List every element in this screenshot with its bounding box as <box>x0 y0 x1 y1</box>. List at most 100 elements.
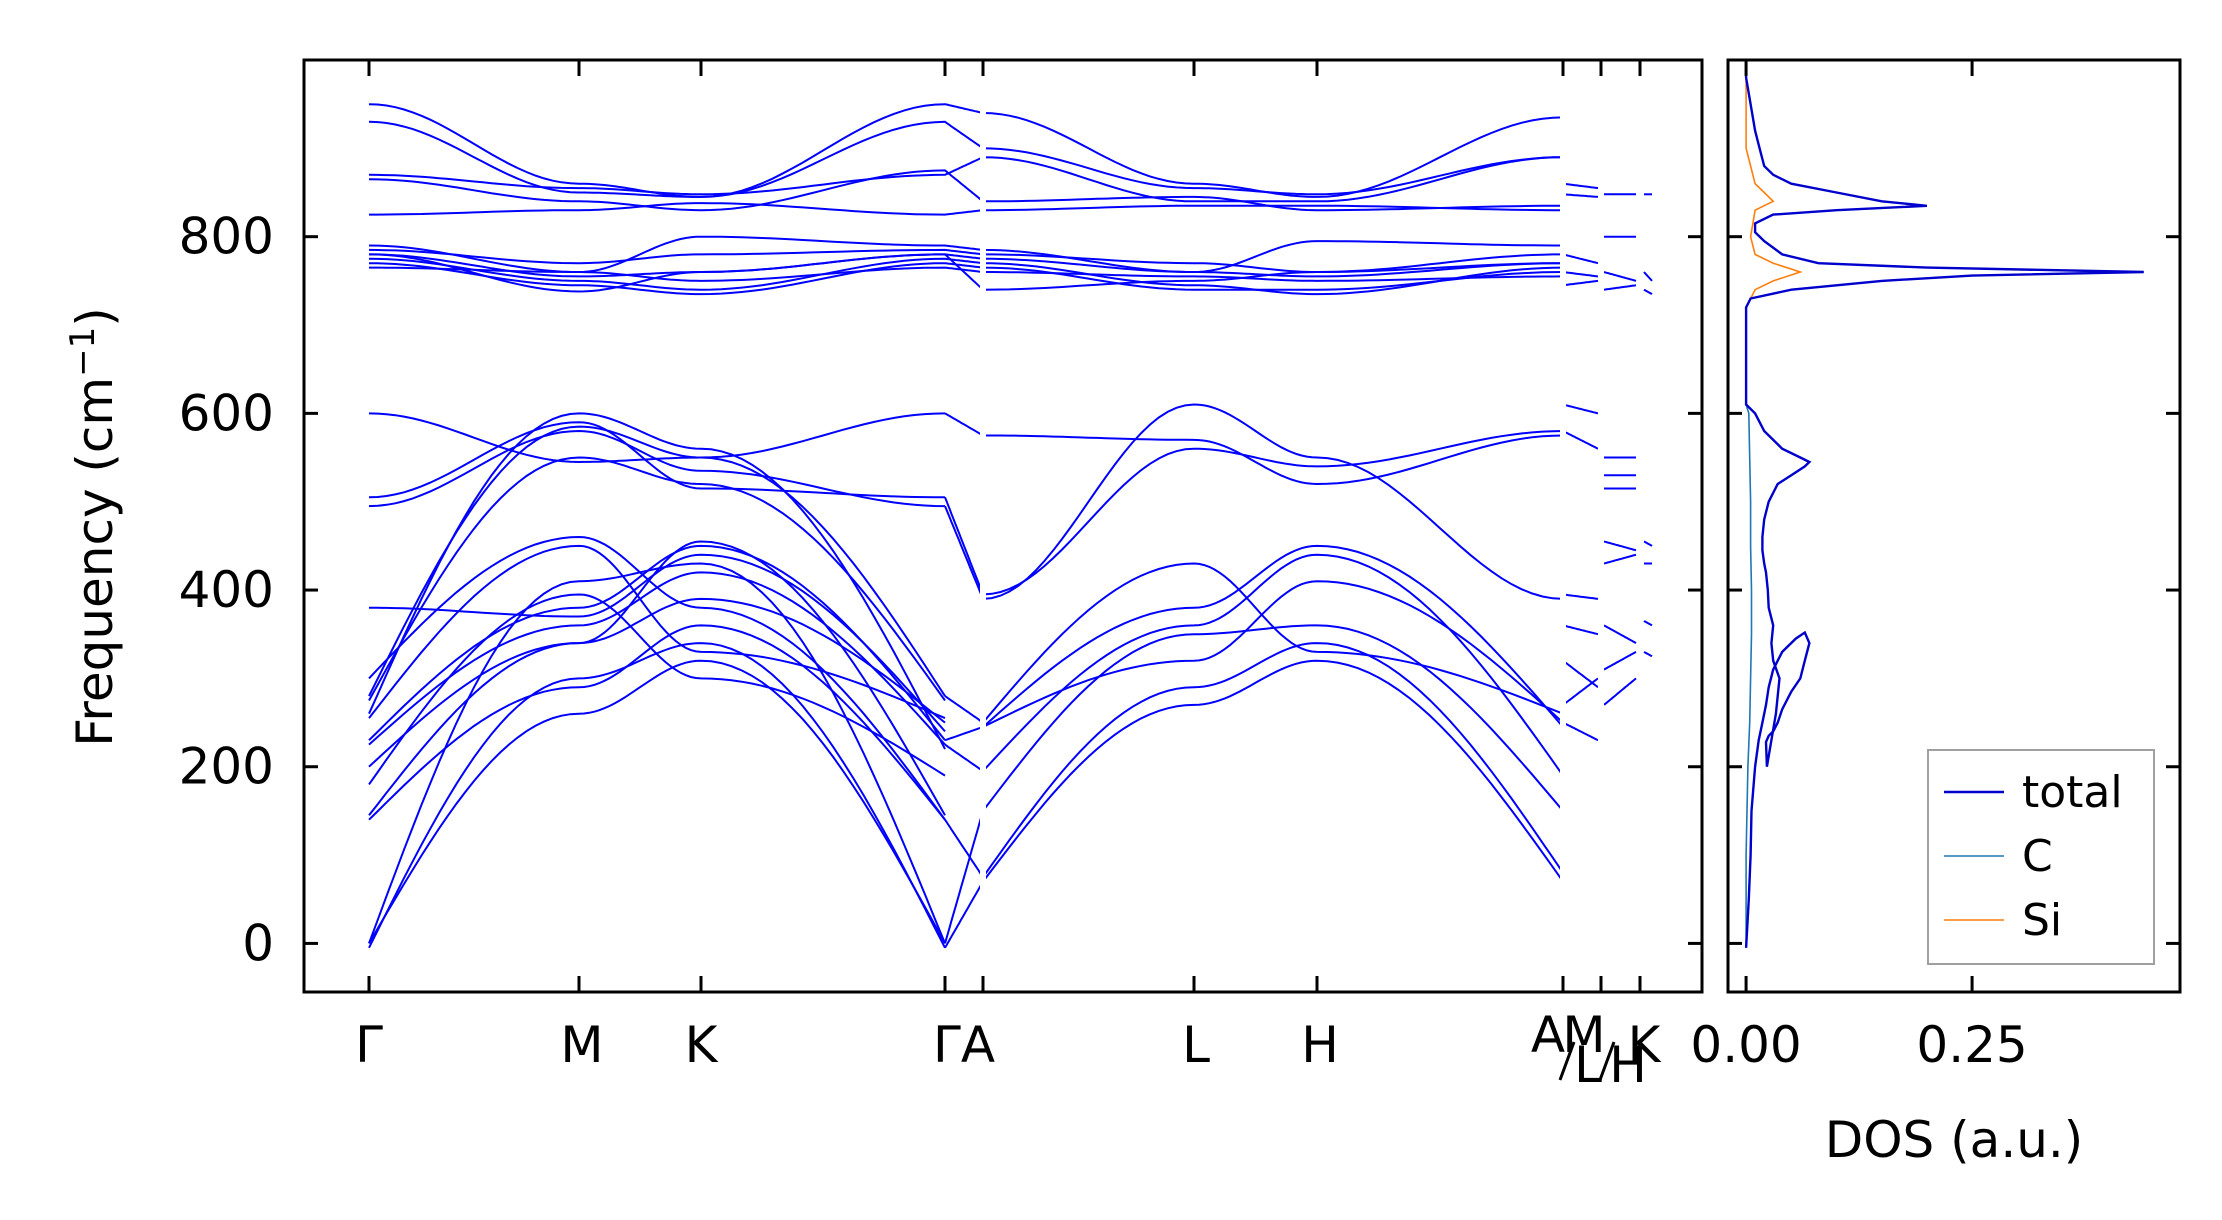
y-tick-label: 600 <box>179 384 274 442</box>
band-line <box>982 624 1564 812</box>
band-line <box>1562 279 1599 287</box>
band-line <box>1562 721 1599 742</box>
band-line <box>944 743 984 772</box>
y-tick-label: 400 <box>179 561 274 619</box>
band-line <box>368 535 946 821</box>
band-line <box>1643 620 1653 627</box>
band-y-axis-title: Frequency (cm−1) <box>63 307 124 747</box>
dos-x-tick-label: 0.25 <box>1916 1016 2027 1074</box>
y-tick-label: 200 <box>179 738 274 796</box>
band-line <box>982 562 1564 724</box>
band-line <box>1603 651 1637 671</box>
dos-ticks <box>1728 60 2180 992</box>
dos-legend: total C Si <box>1927 749 2155 965</box>
x-tick-label: L <box>1574 1036 1602 1094</box>
band-line <box>944 881 984 949</box>
x-tick-label: ΓA <box>933 1016 995 1074</box>
band-line <box>982 553 1564 777</box>
band-line <box>1562 403 1599 415</box>
band-line <box>368 412 946 750</box>
band-line <box>368 156 1564 203</box>
band-line <box>368 421 945 499</box>
band-line <box>368 456 946 702</box>
band-line <box>368 248 1563 273</box>
legend-label: Si <box>2022 895 2062 946</box>
band-line <box>944 810 984 944</box>
band-line <box>368 262 1564 296</box>
band-plot-frame <box>302 58 1704 994</box>
band-line <box>368 257 1564 296</box>
x-tick-label: L <box>1182 1016 1210 1074</box>
band-line <box>1643 651 1653 658</box>
y-tick-label: 800 <box>179 208 274 266</box>
band-y-tick-labels: 0 200 400 600 800 <box>179 208 274 973</box>
band-line <box>982 430 1564 596</box>
band-line <box>368 103 1564 198</box>
band-line <box>1603 540 1637 552</box>
band-x-ticks <box>367 60 1642 992</box>
band-line <box>368 120 1564 198</box>
dos-panel: 0.00 0.25 DOS (a.u.) total C Si <box>1690 58 2182 1169</box>
band-lines <box>368 103 1653 949</box>
band-line <box>944 695 984 724</box>
x-tick-label: M <box>560 1016 603 1074</box>
band-line <box>368 553 946 733</box>
dos-x-tick-label: 0.00 <box>1690 1016 1801 1074</box>
band-line <box>368 235 1563 274</box>
band-line <box>1603 553 1637 565</box>
y-axis-title-main: Frequency (cm <box>66 377 124 747</box>
band-line <box>369 253 1563 278</box>
band-line <box>1603 677 1637 706</box>
band-line <box>368 425 946 697</box>
band-line <box>1562 430 1599 450</box>
band-line <box>1603 271 1637 282</box>
legend-label: total <box>2022 767 2123 818</box>
label-separator <box>1558 1041 1576 1081</box>
band-line <box>1562 624 1599 636</box>
dos-x-tick-labels: 0.00 0.25 <box>1690 1016 2027 1074</box>
band-line <box>1643 271 1653 282</box>
dos-x-axis-title: DOS (a.u.) <box>1825 1111 2084 1169</box>
x-tick-label: K <box>685 1016 719 1074</box>
band-x-tick-labels: Γ M K ΓA L H AML HK <box>355 1006 1662 1094</box>
y-tick-label: 0 <box>242 914 274 972</box>
band-line <box>982 403 1564 600</box>
band-line <box>1562 193 1599 198</box>
band-line <box>1562 182 1599 190</box>
band-line <box>368 659 946 944</box>
band-line <box>368 597 946 768</box>
band-line <box>983 434 1564 486</box>
band-line <box>368 412 946 464</box>
y-axis-title-superscript: −1 <box>63 327 103 377</box>
band-line <box>368 624 946 821</box>
band-line <box>369 202 1563 216</box>
dos-lines <box>1744 60 2144 948</box>
band-line <box>982 544 1564 728</box>
band-line <box>982 580 1564 728</box>
high-symmetry-lines <box>980 100 1604 952</box>
band-line <box>369 266 1564 282</box>
x-tick-label: Γ <box>355 1016 383 1074</box>
band-line <box>944 819 984 878</box>
band-line <box>1562 677 1599 706</box>
band-y-ticks <box>304 235 1702 945</box>
band-line <box>944 412 984 437</box>
band-line <box>368 253 1563 293</box>
legend-box <box>1927 749 2155 965</box>
band-line <box>1603 284 1637 291</box>
band-line <box>1562 253 1599 265</box>
band-line <box>368 169 1563 212</box>
band-line <box>368 544 946 720</box>
x-tick-label: H <box>1301 1016 1339 1074</box>
legend-label: C <box>2022 831 2053 882</box>
x-tick-label: A <box>1531 1006 1565 1064</box>
dos-plot-frame <box>1726 58 2182 994</box>
band-line <box>368 642 946 949</box>
x-tick-label: K <box>1628 1016 1662 1074</box>
dos-series-line-total <box>1744 60 2144 948</box>
band-line <box>1562 593 1599 600</box>
band-line <box>368 544 946 741</box>
band-line <box>944 496 984 595</box>
